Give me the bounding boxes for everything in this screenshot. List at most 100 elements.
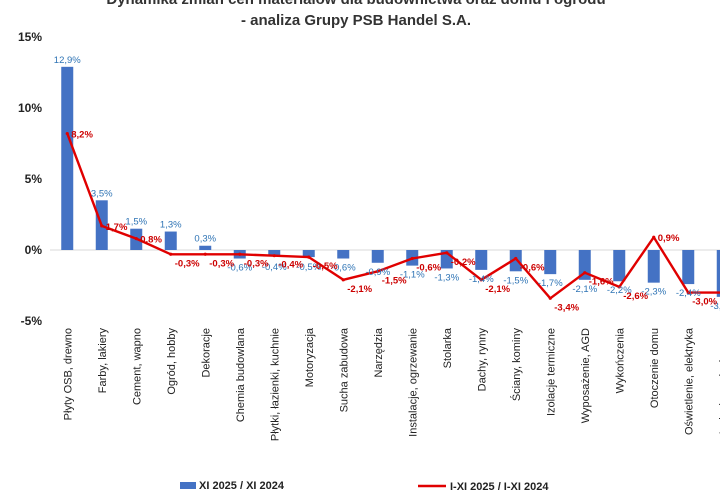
x-tick-label: Izolacje wodochronne: [718, 328, 720, 434]
line-point: [341, 278, 345, 282]
bar: [371, 250, 384, 263]
line-data-label: 1,7%: [106, 222, 128, 233]
line-point: [134, 237, 138, 241]
bar-data-label: -1,3%: [434, 272, 459, 283]
x-tick-label: Sucha zabudowa: [338, 327, 350, 412]
line-path: [66, 133, 720, 300]
x-axis: Płyty OSB, drewno Farby, lakiery Cement, w…: [62, 327, 720, 441]
x-tick-label: Chemia budowlana: [235, 327, 247, 422]
line-data-label: -3,0%: [692, 297, 717, 308]
x-tick-label: Dekoracje: [200, 328, 212, 378]
line-point: [583, 271, 587, 275]
bar-series: [61, 66, 720, 297]
bar-data-label: 1,5%: [125, 217, 147, 228]
line-point: [100, 224, 104, 228]
legend: XI 2025 / XI 2024 I-XI 2025 / I-XI 2024: [180, 480, 549, 493]
bar: [164, 231, 177, 250]
line-data-label: -1,5%: [382, 275, 407, 286]
line-point: [169, 252, 173, 256]
bar-data-label: -1,1%: [400, 270, 425, 281]
x-tick-label: Ogród, hobby: [166, 328, 178, 395]
x-tick-label: Wykończenia: [614, 327, 626, 393]
line-data-label: -2,6%: [623, 291, 648, 302]
line-data-label: -0,6%: [416, 263, 441, 274]
bar-data-label: -2,1%: [572, 284, 597, 295]
line-point: [238, 252, 242, 256]
line-series: [65, 131, 720, 300]
line-point: [272, 254, 276, 258]
x-tick-label: Farby, lakiery: [97, 328, 109, 394]
legend-bar-label: XI 2025 / XI 2024: [199, 480, 285, 492]
line-point: [65, 131, 69, 136]
bar-data-label: -0,6%: [227, 263, 252, 274]
line-point: [203, 252, 207, 256]
bar-data-label: -2,3%: [641, 287, 666, 298]
bar-data-label: -1,7%: [538, 278, 563, 289]
bar: [544, 250, 557, 275]
bar: [268, 250, 281, 256]
bar-data-label: -0,5%: [296, 262, 321, 273]
bar: [578, 250, 591, 280]
x-tick-label: Narzędzia: [373, 327, 385, 377]
x-tick-label: Cement, wapno: [131, 328, 143, 405]
x-tick-label: Ściany, kominy: [510, 328, 523, 402]
bar-data-label: 3,5%: [91, 188, 113, 199]
line-data-label: -0,6%: [520, 263, 545, 274]
x-tick-label: Płyty OSB, drewno: [62, 328, 74, 420]
x-tick-label: Izolacje termiczne: [545, 328, 557, 416]
line-data-label: -0,2%: [451, 257, 476, 268]
bar: [475, 250, 488, 270]
y-tick-label: 5%: [25, 172, 43, 186]
bar: [302, 250, 315, 258]
bar-data-labels: 12,9%3,5%1,5% 1,3%0,3%-0,6% -0,4% -0,5% -0,6…: [54, 55, 720, 312]
bar-data-label: -2,4%: [676, 288, 701, 299]
line-data-label: -0,3%: [175, 258, 200, 269]
bar-data-label: -0,9%: [365, 267, 390, 278]
y-tick-label: 0%: [25, 243, 43, 257]
line-point: [376, 269, 380, 273]
line-point: [652, 235, 656, 239]
line-data-label: -0,5%: [313, 261, 338, 272]
bar-data-label: 1,3%: [160, 220, 182, 231]
y-tick-label: -5%: [21, 314, 43, 328]
y-tick-label: 10%: [18, 101, 42, 115]
chart-title: Dynamika zmian cen materiałów dla budown…: [106, 0, 605, 29]
line-data-label: -2,1%: [485, 284, 510, 295]
line-point: [307, 255, 311, 259]
line-data-label: -0,3%: [244, 258, 269, 269]
line-data-label: -3,4%: [554, 302, 579, 313]
line-data-label: -2,1%: [347, 284, 372, 295]
x-tick-label: Otoczenie domu: [649, 328, 661, 408]
bar: [716, 250, 720, 297]
legend-bar-swatch: [180, 482, 196, 489]
chart-title-line-1: Dynamika zmian cen materiałów dla budown…: [106, 0, 605, 8]
bar-data-label: -2,2%: [607, 285, 632, 296]
bar: [61, 66, 74, 250]
line-point: [617, 285, 621, 289]
bar-data-label: -1,5%: [503, 275, 528, 286]
bar: [647, 250, 660, 283]
bar-data-label: -0,4%: [262, 262, 287, 273]
line-point: [548, 296, 552, 300]
line-data-labels: 8,2%1,7%0,8%-0,3% -0,3% -0,3% -0,4% -0,5%-2,…: [71, 130, 717, 314]
y-tick-label: 15%: [18, 30, 42, 44]
x-tick-label: Płytki, łazienki, kuchnie: [269, 328, 281, 441]
line-point: [410, 256, 414, 261]
bar: [682, 250, 695, 285]
line-data-label: 8,2%: [71, 130, 93, 141]
x-tick-label: Dachy, rynny: [476, 328, 488, 392]
line-data-label: -0,3%: [209, 258, 234, 269]
x-tick-label: Wyposażenie, AGD: [580, 328, 592, 423]
bar-data-label: -1,4%: [469, 274, 494, 285]
x-tick-label: Stolarka: [442, 327, 454, 368]
bar-data-label: 12,9%: [54, 55, 81, 66]
chart-title-line-2: - analiza Grupy PSB Handel S.A.: [241, 12, 471, 29]
bar: [613, 250, 626, 282]
x-tick-label: Oświetlenie, elektryka: [683, 327, 695, 435]
bar-data-label: -0,6%: [331, 263, 356, 274]
line-data-label: 0,9%: [658, 233, 680, 244]
x-tick-label: Instalacje, ogrzewanie: [407, 328, 419, 437]
line-data-label: -1,6%: [589, 277, 614, 288]
line-point: [514, 256, 518, 261]
